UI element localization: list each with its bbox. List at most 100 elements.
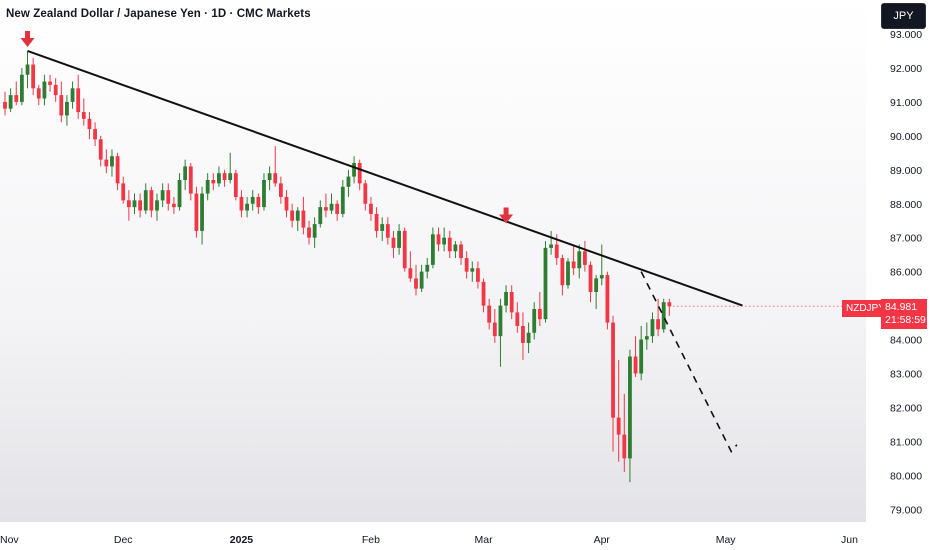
candle-body bbox=[295, 210, 300, 221]
candle-body bbox=[560, 258, 565, 286]
y-tick-label: 83.000 bbox=[890, 369, 922, 381]
candle-body bbox=[155, 200, 159, 211]
candle-body bbox=[464, 258, 469, 272]
candle-body bbox=[256, 196, 261, 208]
x-tick-label: Jun bbox=[841, 534, 858, 546]
candle-body bbox=[239, 196, 244, 211]
candle-body bbox=[391, 237, 396, 248]
candle-body bbox=[267, 173, 272, 180]
candle-body bbox=[611, 322, 615, 418]
candle-body bbox=[19, 74, 24, 102]
candle-body bbox=[81, 112, 86, 119]
candle-body bbox=[526, 332, 531, 343]
candle-body bbox=[70, 88, 75, 102]
candle-body bbox=[273, 173, 278, 184]
candle-body bbox=[515, 312, 520, 326]
candle-body bbox=[31, 64, 36, 89]
down-arrow-head bbox=[499, 214, 514, 224]
candle-body bbox=[340, 186, 345, 214]
candle-body bbox=[245, 203, 249, 211]
candle-body bbox=[453, 244, 458, 252]
candle-body bbox=[318, 207, 323, 225]
candle-body bbox=[76, 88, 81, 113]
candle-body bbox=[14, 95, 19, 102]
candle-body bbox=[160, 190, 165, 201]
candle-body bbox=[143, 190, 148, 211]
candle-body bbox=[98, 139, 103, 160]
candle-body bbox=[205, 179, 210, 194]
candle-body bbox=[228, 173, 233, 180]
candle-body bbox=[656, 319, 660, 330]
y-tick-label: 89.000 bbox=[890, 165, 922, 177]
x-tick-label: 2025 bbox=[230, 534, 254, 546]
candle-body bbox=[188, 166, 193, 194]
candle-body bbox=[408, 268, 413, 279]
y-tick-label: 88.000 bbox=[890, 199, 922, 211]
candle-body bbox=[307, 227, 311, 238]
y-tick-label: 81.000 bbox=[890, 436, 922, 448]
x-tick-label: Dec bbox=[114, 534, 133, 546]
candle-body bbox=[172, 203, 176, 208]
chart-title: New Zealand Dollar / Japanese Yen · 1D ·… bbox=[6, 8, 311, 20]
candle-body bbox=[622, 434, 627, 459]
candle-body bbox=[121, 183, 126, 201]
candle-body bbox=[476, 268, 480, 282]
y-tick-label: 82.000 bbox=[890, 402, 922, 414]
candle-body bbox=[481, 281, 486, 306]
candle-body bbox=[217, 173, 221, 184]
candle-body bbox=[194, 193, 199, 231]
candle-body bbox=[425, 264, 430, 272]
candle-body bbox=[639, 339, 644, 374]
candle-body bbox=[126, 200, 131, 208]
candle-body bbox=[549, 244, 554, 248]
candle-body bbox=[504, 292, 508, 306]
candle-body bbox=[397, 230, 401, 248]
candle-body bbox=[414, 278, 418, 289]
candle-body bbox=[36, 88, 41, 99]
candle-body bbox=[661, 302, 666, 330]
candle-body bbox=[363, 183, 368, 204]
candle-body bbox=[594, 278, 599, 293]
candle-body bbox=[571, 261, 576, 269]
bar-countdown: 21:58:59 bbox=[885, 314, 926, 326]
x-tick-label: Apr bbox=[594, 534, 611, 546]
candle-body bbox=[222, 173, 227, 180]
resistance-trendline bbox=[27, 50, 743, 307]
y-tick-label: 92.000 bbox=[890, 63, 922, 75]
candle-body bbox=[183, 166, 188, 180]
candle-body bbox=[200, 193, 204, 231]
candle-body bbox=[104, 159, 109, 167]
candle-body bbox=[262, 179, 266, 208]
candle-body bbox=[419, 271, 424, 289]
candle-body bbox=[149, 190, 154, 211]
x-tick-label: Mar bbox=[475, 534, 494, 546]
candle-body bbox=[616, 417, 621, 435]
x-tick-label: Feb bbox=[362, 534, 380, 546]
currency-button[interactable]: JPY bbox=[881, 3, 926, 29]
candle-body bbox=[436, 234, 441, 245]
y-tick-label: 90.000 bbox=[890, 131, 922, 143]
last-price-label: 84.981 21:58:59 bbox=[881, 299, 927, 329]
y-tick-label: 84.000 bbox=[890, 335, 922, 347]
candle-body bbox=[53, 84, 58, 96]
candle-body bbox=[324, 207, 328, 211]
candle-body bbox=[369, 203, 373, 214]
candle-body bbox=[8, 95, 13, 109]
candle-body bbox=[329, 203, 334, 211]
candle-body bbox=[447, 237, 452, 252]
candle-body bbox=[233, 173, 238, 197]
candle-body bbox=[115, 156, 120, 184]
y-tick-label: 93.000 bbox=[890, 29, 922, 41]
last-price-value: 84.981 bbox=[885, 301, 918, 313]
candle-body bbox=[25, 64, 30, 75]
candle-body bbox=[605, 275, 610, 323]
candle-body bbox=[509, 292, 514, 313]
x-tick-label: Nov bbox=[0, 534, 19, 546]
candle-body bbox=[65, 101, 69, 116]
x-tick-label: May bbox=[716, 534, 737, 546]
y-tick-label: 87.000 bbox=[890, 233, 922, 245]
candle-body bbox=[211, 179, 216, 184]
projected-path bbox=[640, 271, 738, 454]
candle-body bbox=[301, 210, 306, 228]
